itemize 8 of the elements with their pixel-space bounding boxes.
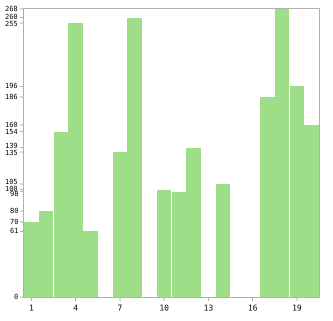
bar [216,184,230,297]
x-tick-label: 19 [292,304,302,313]
x-tick-label: 16 [248,304,258,313]
x-tick-label: 4 [73,304,78,313]
x-tick-label: 7 [117,304,122,313]
x-tick-label: 10 [159,304,170,313]
x-tick-label: 13 [204,304,214,313]
x-tick-label: 1 [28,304,34,313]
